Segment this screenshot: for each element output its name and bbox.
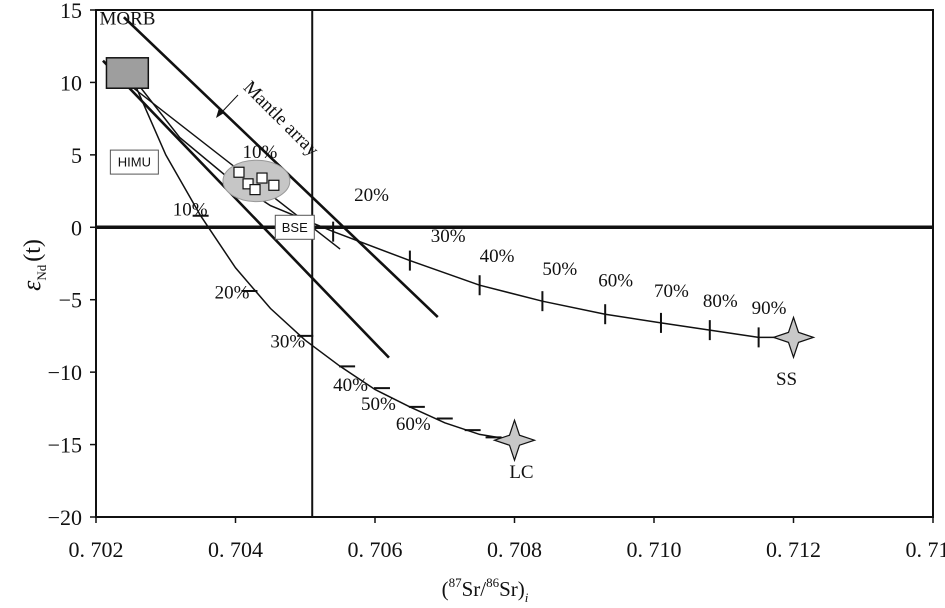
annotation-1: MORB [99,8,155,29]
annotation-11: 70% [654,281,689,302]
x-axis-title-open: ( [442,577,449,601]
y-axis-title-tail: (t) [20,239,46,262]
sample-point-3 [249,184,261,196]
reference-lines-layer [96,10,933,517]
y-axis-title: εNd (t) [17,239,49,291]
annotation-5: 10% [242,142,277,163]
x-tick-label-2: 0. 704 [208,537,263,562]
y-tick-label-4: 0 [71,215,82,240]
axes-layer: 0. 702 0. 704 0. 706 0. 708 0. 710 0. 712 0. 7… [48,0,945,562]
annotation-8: 40% [480,246,515,267]
end-member-ss-label: SS [776,369,797,390]
sample-point-5 [268,179,280,191]
morb-box [105,57,150,89]
annotation-3: BSE [282,220,308,235]
mantle-array-line-2 [102,59,390,359]
x-tick-label-4: 0. 708 [487,537,542,562]
annotation-box-2 [109,149,159,175]
annotation-18: 50% [361,394,396,415]
mixing-curve-lc [130,74,515,441]
x-axis-title-sup2: 86 [486,575,500,590]
x-tick-label-5: 0. 710 [627,537,682,562]
annotation-14: 10% [173,200,208,221]
x-axis-title-sub: i [525,590,529,605]
annotation-17: 40% [333,375,368,396]
end-member-lc-star [492,418,537,463]
x-tick-label-6: 0. 712 [766,537,821,562]
y-tick-label-3: 5 [71,143,82,168]
annotation-10: 60% [598,271,633,292]
x-tick-label-7: 0. 714 [906,537,945,562]
y-tick-label-8: −20 [48,505,82,530]
annotation-9: 50% [542,259,577,280]
x-tick-label-3: 0. 706 [348,537,403,562]
mantle-array-arrowhead [216,108,224,118]
annotation-6: 20% [354,185,389,206]
annotation-19: 60% [396,414,431,435]
x-axis-title: (87Sr/86Sr)i [442,575,529,605]
x-axis-title-mid: Sr/ [462,577,487,601]
mantle-array-arrow [220,94,239,114]
annotation-2: HIMU [118,155,151,170]
annotation-13: 90% [752,298,787,319]
end-member-lc-label: LC [509,462,533,483]
y-tick-label-6: −10 [48,360,82,385]
x-tick-label-1: 0. 702 [69,537,124,562]
sample-point-4 [256,172,268,184]
y-tick-label-2: 10 [60,70,82,95]
sample-point-1 [233,166,245,178]
annotation-16: 30% [270,332,305,353]
y-axis-title-symbol: ε [17,280,46,291]
y-axis-title-sub: Nd [34,264,49,280]
annotation-15: 20% [215,282,250,303]
y-tick-label-7: −15 [48,433,82,458]
annotation-12: 80% [703,291,738,312]
x-axis-title-tail: Sr) [499,577,525,601]
y-tick-label-1: 15 [60,0,82,23]
annotation-7: 30% [431,226,466,247]
y-tick-label-5: −5 [59,288,82,313]
end-member-ss-star [771,315,816,360]
x-axis-title-sup1: 87 [449,575,463,590]
markers-layer [105,57,816,463]
annotation-box-3 [274,214,315,240]
sample-point-2 [242,178,254,190]
